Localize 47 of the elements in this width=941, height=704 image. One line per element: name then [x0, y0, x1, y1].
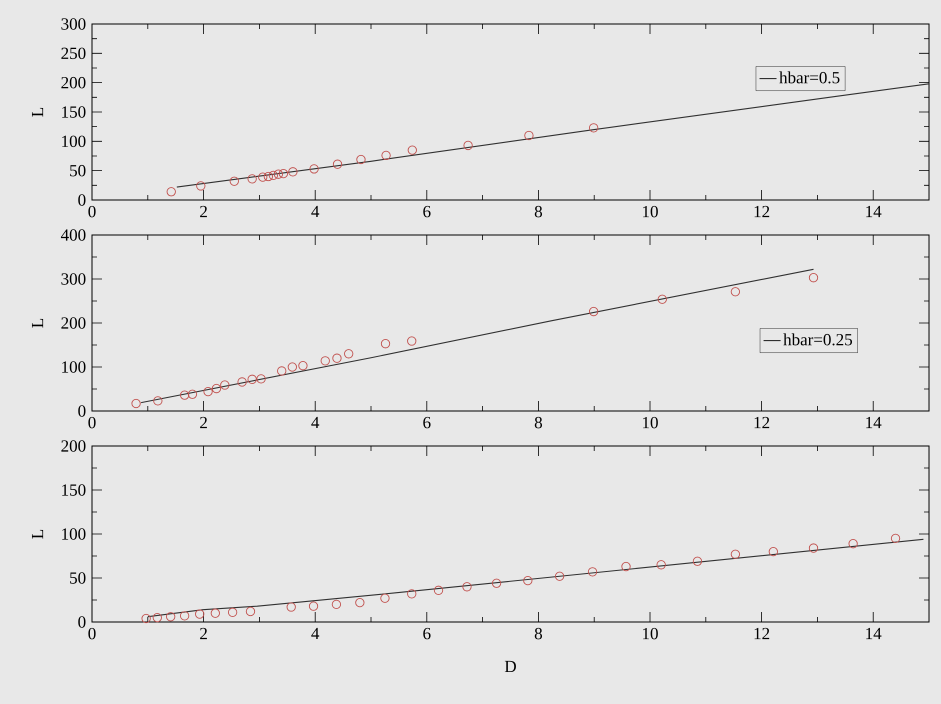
- y-tick-label: 0: [78, 194, 86, 206]
- x-tick-label: 10: [643, 628, 658, 640]
- y-axis-title: L: [32, 530, 44, 539]
- y-tick-label: 0: [78, 616, 86, 628]
- x-tick-label: 2: [200, 206, 207, 218]
- y-tick-label: 200: [61, 76, 86, 88]
- x-tick-label: 12: [754, 416, 770, 428]
- x-tick-label: 12: [754, 628, 770, 640]
- x-tick-label: 8: [534, 206, 542, 218]
- y-tick-label: 100: [62, 136, 86, 148]
- x-tick-label: 6: [423, 628, 431, 640]
- y-tick-label: 0: [78, 405, 86, 417]
- x-tick-label: 6: [423, 416, 431, 428]
- x-tick-label: 2: [200, 628, 207, 640]
- x-tick-label: 4: [311, 628, 320, 640]
- x-tick-label: 12: [754, 206, 770, 218]
- x-tick-label: 14: [866, 628, 882, 640]
- x-axis-title: D: [504, 660, 516, 672]
- x-tick-label: 4: [311, 206, 320, 218]
- legend-label: hbar=0.5: [779, 71, 840, 84]
- y-tick-label: 250: [61, 48, 86, 60]
- y-tick-label: 50: [70, 164, 86, 176]
- x-tick-label: 6: [423, 206, 431, 218]
- y-tick-label: 150: [62, 106, 86, 118]
- y-tick-label: 400: [60, 229, 86, 241]
- x-tick-label: 10: [643, 416, 658, 428]
- legend-label: hbar=0.25: [783, 333, 852, 346]
- x-tick-label: 4: [311, 416, 320, 428]
- x-tick-label: 10: [643, 206, 658, 218]
- x-tick-label: 14: [866, 206, 882, 218]
- y-tick-label: 100: [62, 361, 86, 373]
- y-tick-label: 150: [62, 484, 86, 496]
- y-tick-label: 300: [61, 18, 86, 30]
- x-tick-label: 8: [534, 628, 542, 640]
- y-tick-label: 50: [70, 572, 86, 584]
- y-tick-label: 100: [62, 528, 86, 540]
- x-tick-label: 0: [88, 416, 96, 428]
- y-tick-label: 300: [61, 273, 86, 285]
- x-tick-label: 0: [88, 206, 96, 218]
- y-axis-title: L: [32, 318, 44, 328]
- y-tick-label: 200: [61, 440, 86, 452]
- x-tick-label: 8: [534, 416, 542, 428]
- y-axis-title: L: [32, 108, 44, 117]
- y-tick-label: 200: [61, 317, 86, 329]
- x-tick-label: 2: [200, 416, 207, 428]
- x-tick-label: 14: [866, 416, 882, 428]
- x-tick-label: 0: [88, 628, 96, 640]
